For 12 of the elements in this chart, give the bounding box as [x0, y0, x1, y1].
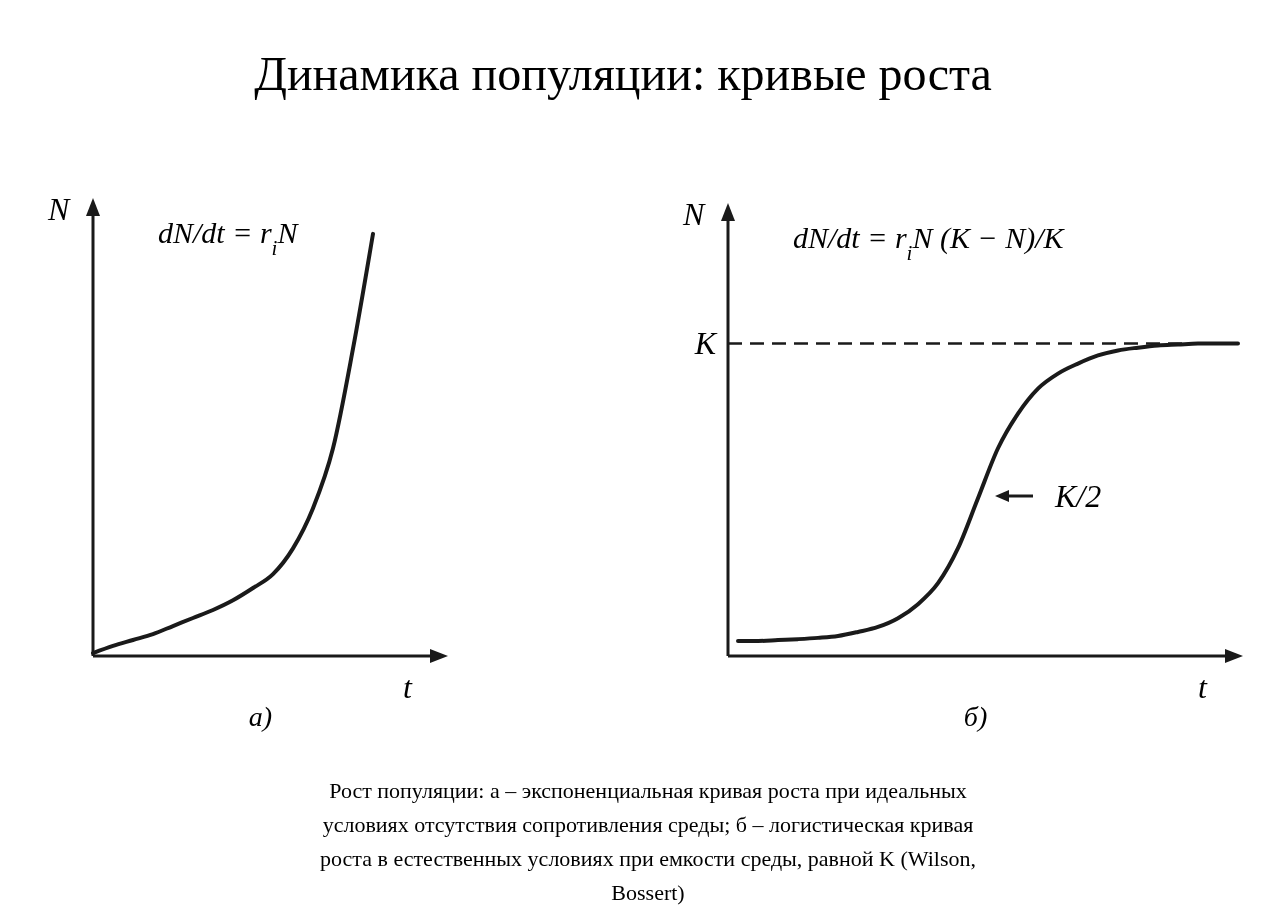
x-axis-title: t: [1198, 669, 1208, 705]
text: а): [248, 701, 273, 732]
x-axis-title: t: [403, 669, 413, 705]
annotation: K/2: [1054, 478, 1102, 514]
annotation: dN/dt = r$_{i}$N: [158, 216, 300, 260]
y-axis-title: N: [47, 191, 71, 227]
text: б): [963, 701, 988, 732]
text: dN/dt = r$_{i}$N (K − N)/K: [793, 221, 1066, 265]
text: Рост популяции: а – экспоненциальная кривая роста при идеальных условиях отсутствия сопротивления среды; б – логистическая кривая роста в естественных условиях при емкости среды, равной K (Wilson, Bossert): [320, 778, 976, 905]
text: Динамика популяции: кривые роста: [254, 47, 992, 100]
ref-line-label: K: [693, 324, 718, 361]
y-axis-title: N: [682, 196, 706, 232]
